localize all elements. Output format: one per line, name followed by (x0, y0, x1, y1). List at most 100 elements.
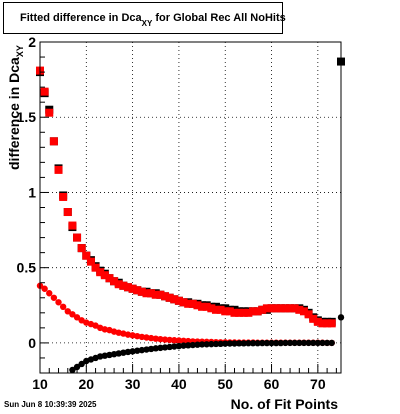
data-point-circle (310, 339, 317, 347)
x-tick-label: 40 (171, 376, 187, 392)
data-point-square (207, 304, 216, 313)
data-point-square (170, 295, 179, 304)
data-point-square (63, 208, 72, 217)
data-point-circle (203, 341, 210, 348)
data-point-circle (231, 340, 238, 347)
data-point-square (309, 314, 318, 323)
data-point-square (299, 307, 308, 316)
data-point-circle (300, 339, 308, 347)
data-point-square (235, 308, 244, 317)
data-point-square (327, 319, 336, 328)
data-point-circle (161, 344, 169, 351)
x-tick-label: 70 (310, 376, 326, 392)
data-point-square (184, 299, 193, 308)
data-point-square (151, 290, 160, 299)
data-point-square (73, 233, 82, 242)
data-point-square (96, 268, 105, 277)
data-point-circle (189, 341, 197, 349)
data-point-square (49, 137, 58, 146)
data-point-circle (152, 335, 159, 342)
data-point-circle (46, 290, 53, 297)
data-point-circle (272, 339, 280, 347)
data-point-circle (69, 311, 76, 318)
data-point-square (54, 165, 63, 174)
data-point-square (86, 257, 95, 266)
data-point-circle (157, 344, 164, 352)
title-main: Fitted difference in Dca (20, 12, 142, 24)
data-point-square (188, 299, 197, 308)
data-point-circle (277, 339, 284, 347)
data-point-circle (157, 335, 164, 343)
data-point-circle (171, 337, 178, 344)
data-point-circle (282, 339, 289, 347)
data-point-square (267, 304, 276, 313)
data-point-square (77, 244, 86, 253)
data-point-square (174, 296, 183, 305)
data-point-square (253, 307, 262, 316)
data-point-circle (259, 339, 266, 347)
data-point-circle (226, 340, 234, 347)
x-axis-label: No. of Fit Points (230, 396, 338, 412)
data-point-circle (171, 343, 178, 350)
data-point-circle (291, 339, 298, 347)
data-point-square (114, 280, 123, 289)
data-point-square (161, 292, 170, 301)
data-point-square (290, 304, 299, 313)
timestamp-footer: Sun Jun 8 10:39:39 2025 (4, 400, 97, 409)
data-point-square (249, 307, 258, 316)
data-point-circle (296, 339, 303, 347)
data-point-circle (328, 339, 335, 347)
data-point-square (100, 271, 109, 280)
data-point-square (304, 310, 313, 319)
data-point-square (123, 283, 132, 292)
data-point-square (216, 305, 225, 314)
data-point-circle (235, 340, 243, 347)
data-point-circle (69, 366, 76, 374)
data-point-circle (73, 314, 81, 321)
data-point-square (110, 277, 119, 286)
data-point-circle (166, 343, 173, 351)
data-point-circle (73, 363, 81, 371)
data-point-square (225, 307, 234, 316)
x-tick-label: 50 (217, 376, 233, 392)
data-point-square (133, 286, 142, 295)
data-point-square (244, 308, 253, 317)
data-point-circle (175, 342, 183, 350)
data-point-circle (245, 340, 252, 347)
data-point-circle (175, 337, 183, 344)
data-point-circle (78, 360, 85, 368)
data-point-square (230, 308, 239, 317)
data-point-circle (41, 285, 48, 292)
data-point-circle (240, 340, 247, 347)
data-point-square (323, 319, 332, 328)
title-suffix: for Global Rec All NoHits (152, 12, 286, 24)
data-point-square (286, 304, 295, 313)
data-point-circle (323, 339, 331, 347)
data-point-circle (305, 339, 312, 347)
data-point-square (137, 287, 146, 296)
data-point-square (211, 305, 220, 314)
data-point-circle (222, 340, 229, 347)
data-point-circle (161, 336, 169, 343)
tick-labels: 10 20 30 40 50 60 70 0 0.5 1 1.5 2 (17, 34, 326, 392)
y-axis-label-subscript: XY (15, 45, 25, 58)
data-point-circle (286, 339, 294, 347)
data-point-circle (198, 341, 206, 348)
data-point-circle (254, 340, 261, 347)
data-point-square (221, 307, 230, 316)
chart-title: Fitted difference in DcaXY for Global Re… (20, 12, 286, 28)
data-point-square (239, 308, 248, 317)
x-tick-label: 30 (125, 376, 141, 392)
data-point-square (318, 319, 327, 328)
data-point-square (82, 251, 91, 260)
data-point-square (91, 263, 100, 272)
data-point-square (281, 304, 290, 313)
data-point-square (40, 87, 49, 96)
data-point-square (262, 304, 271, 313)
data-point-circle (55, 299, 62, 306)
data-point-square (179, 298, 188, 307)
data-point-square (105, 274, 114, 283)
data-point-circle (249, 340, 257, 347)
data-point-circle (166, 336, 173, 344)
